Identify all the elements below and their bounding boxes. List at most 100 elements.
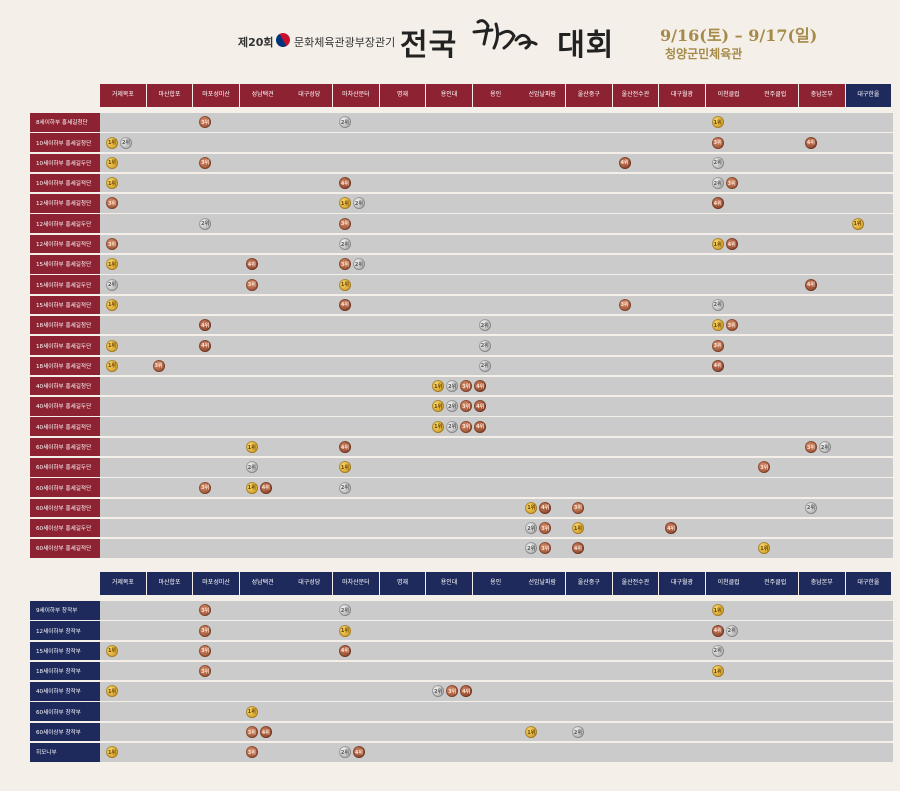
table-cell: 3위 2위 (333, 255, 379, 274)
table-cell (846, 519, 892, 538)
table-cell (286, 377, 332, 396)
table-cell (566, 255, 612, 274)
table-cell (193, 539, 239, 558)
table-cell: 1위 (100, 642, 146, 661)
table-cell: 1위 (100, 682, 146, 701)
table-row: 12세이하부 홍세길적단 3위 2위 1위 4위 (30, 234, 893, 254)
table-cell (752, 478, 798, 497)
table-cell (566, 235, 612, 254)
table-cell (333, 377, 379, 396)
medal-2-icon: 2위 (446, 400, 459, 413)
table-cell: 2위 4위 (333, 743, 379, 762)
table-cell (519, 417, 565, 436)
table-cell: 1위 3위 (706, 316, 752, 335)
table-cell (147, 499, 193, 518)
medal-1-icon: 1위 (106, 644, 118, 657)
table-cell (286, 296, 332, 315)
medal-2-icon: 2위 (478, 319, 491, 332)
medal-3-icon: 3위 (199, 604, 212, 617)
table-cell: 2위 (333, 113, 379, 132)
medal-4-icon: 4위 (711, 359, 724, 372)
table-cell (519, 275, 565, 294)
medal-2-icon: 2위 (711, 298, 724, 311)
table-cell: 4위 (566, 539, 612, 558)
medal-2-icon: 2위 (478, 359, 491, 372)
table-cell (240, 154, 286, 173)
table-cell (333, 519, 379, 538)
table-cell (193, 357, 239, 376)
medal-2-icon: 2위 (120, 136, 132, 149)
table-cell (473, 417, 519, 436)
medal-3-icon: 3위 (725, 319, 738, 332)
table-cell: 3위 (613, 296, 659, 315)
table-cell (566, 357, 612, 376)
table-cell (566, 438, 612, 457)
table-cell (426, 316, 472, 335)
row-cells: 2위 3위 1위 (100, 214, 893, 233)
table-cell (426, 275, 472, 294)
medal-1-icon: 1위 (525, 501, 538, 514)
medal-1-icon: 1위 (106, 339, 118, 352)
table-cell (613, 357, 659, 376)
row-cells: 3위 4위 1위 2위 (100, 722, 893, 742)
table-cell (613, 275, 659, 294)
table-cell (240, 519, 286, 538)
table-cell (846, 255, 892, 274)
table-cell: 4위 (333, 296, 379, 315)
table-cell (147, 275, 193, 294)
table-cell (519, 621, 565, 640)
medal-2-icon: 2위 (352, 197, 365, 210)
table-cell (752, 255, 798, 274)
medal-4-icon: 4위 (571, 542, 584, 555)
medal-1-icon: 1위 (106, 359, 118, 372)
table-cell: 3위 (193, 154, 239, 173)
table-cell (193, 174, 239, 193)
table-cell (799, 642, 845, 661)
medal-3-icon: 3위 (199, 156, 212, 169)
medal-3-icon: 3위 (199, 116, 212, 129)
table-cell (846, 539, 892, 558)
table-cell (426, 702, 472, 721)
table-row: 40세이하부 홍세길청단 1위 2위 3위 4위 (30, 376, 893, 396)
table-cell (659, 133, 705, 152)
table-cell (473, 662, 519, 681)
column-header: 명재 (379, 84, 426, 107)
row-cells: 3위 1위 4위 2위 (100, 478, 893, 497)
table-cell (659, 113, 705, 132)
table-cell (752, 275, 798, 294)
table-cell (380, 723, 426, 742)
table-cell (799, 621, 845, 640)
column-header: 대구한울 (845, 84, 892, 107)
table-cell (286, 458, 332, 477)
table-cell (752, 357, 798, 376)
table-cell: 2위 3위 (706, 174, 752, 193)
table-cell: 3위 (333, 214, 379, 233)
table-cell: 1위 (100, 154, 146, 173)
row-label: 10세이하부 홍세길두단 (30, 153, 100, 173)
table-cell: 3위 (566, 499, 612, 518)
table-cell (519, 154, 565, 173)
table-cell (147, 539, 193, 558)
medal-4-icon: 4위 (245, 258, 258, 271)
table-cell (380, 235, 426, 254)
event-venue: 청양군민체육관 (665, 47, 743, 61)
medal-3-icon: 3위 (539, 522, 552, 535)
table-cell (286, 113, 332, 132)
table-cell (147, 235, 193, 254)
row-label: 60세이상부 홍세길청단 (30, 498, 100, 518)
table-cell: 3위 (752, 458, 798, 477)
table-cell (100, 113, 146, 132)
table-cell (799, 194, 845, 213)
table-cell: 2위 (706, 642, 752, 661)
table-cell: 1위 (100, 357, 146, 376)
medal-1-icon: 1위 (106, 685, 118, 698)
table-cell (240, 621, 286, 640)
row-label: 12세이하부 홍세길청단 (30, 194, 100, 213)
table-cell (380, 682, 426, 701)
table-cell: 4위 (333, 642, 379, 661)
table-cell (473, 642, 519, 661)
table-cell (846, 154, 892, 173)
table-row: 60세이하부 창작부 1위 (30, 702, 893, 721)
table-cell (613, 723, 659, 742)
table-cell (799, 255, 845, 274)
